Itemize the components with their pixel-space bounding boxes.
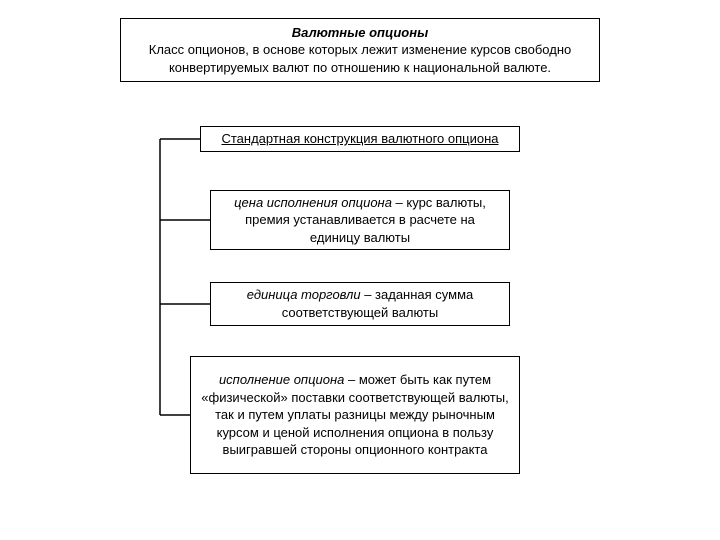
title-heading: Валютные опционы — [131, 24, 589, 42]
item-box-3: исполнение опциона – может быть как путе… — [190, 356, 520, 474]
item-2-content: единица торговли – заданная сумма соотве… — [221, 286, 499, 321]
item-1-content: цена исполнения опциона – курс валюты, п… — [221, 194, 499, 247]
subtitle-box: Стандартная конструкция валютного опцион… — [200, 126, 520, 152]
item-2-term: единица торговли — [247, 287, 361, 302]
item-box-2: единица торговли – заданная сумма соотве… — [210, 282, 510, 326]
item-1-term: цена исполнения опциона — [234, 195, 392, 210]
item-3-content: исполнение опциона – может быть как путе… — [201, 371, 509, 459]
title-body: Класс опционов, в основе которых лежит и… — [131, 41, 589, 76]
item-3-term: исполнение опциона — [219, 372, 344, 387]
title-box: Валютные опционы Класс опционов, в основ… — [120, 18, 600, 82]
subtitle-text: Стандартная конструкция валютного опцион… — [211, 130, 509, 148]
item-box-1: цена исполнения опциона – курс валюты, п… — [210, 190, 510, 250]
